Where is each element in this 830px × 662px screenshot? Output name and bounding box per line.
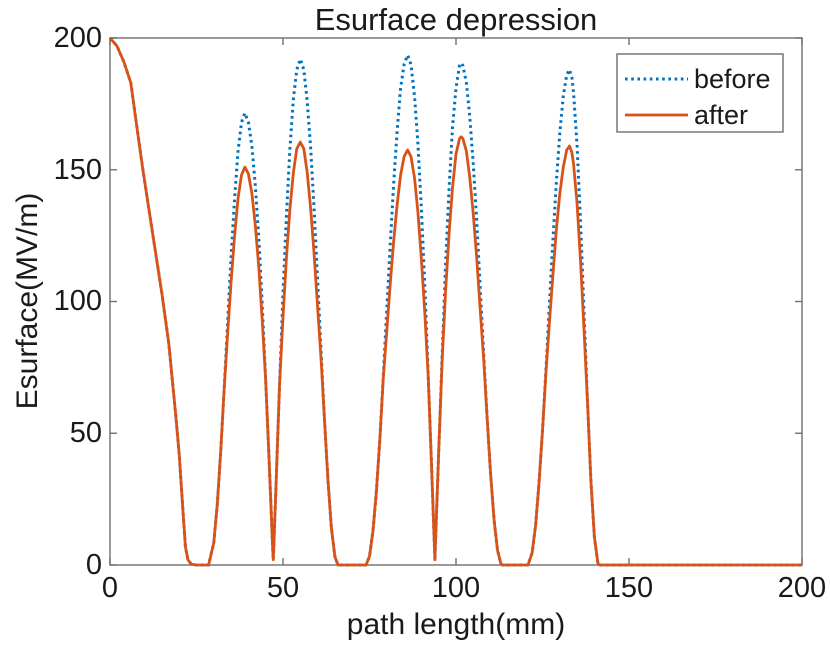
- y-tick-label-0: 0: [85, 549, 102, 581]
- legend-box: [616, 53, 784, 133]
- x-tick-label-150: 150: [604, 572, 654, 604]
- legend-label-after: after: [694, 100, 749, 130]
- x-tick-label-50: 50: [266, 572, 300, 604]
- y-tick-label-50: 50: [69, 417, 102, 449]
- after-series-line: [108, 37, 802, 567]
- y-tick-label-200: 200: [53, 22, 102, 54]
- x-tick-label-100: 100: [431, 572, 481, 604]
- y-tick-label-150: 150: [53, 154, 102, 186]
- y-tick-label-100: 100: [53, 285, 102, 317]
- y-axis-label: Esurface(MV/m): [11, 192, 44, 410]
- x-tick-label-200: 200: [777, 572, 827, 604]
- plot-title: Esurface depression: [314, 2, 598, 37]
- legend-label-before: before: [694, 64, 771, 94]
- x-tick-label-0: 0: [101, 572, 119, 604]
- x-axis-label: path length(mm): [346, 608, 566, 641]
